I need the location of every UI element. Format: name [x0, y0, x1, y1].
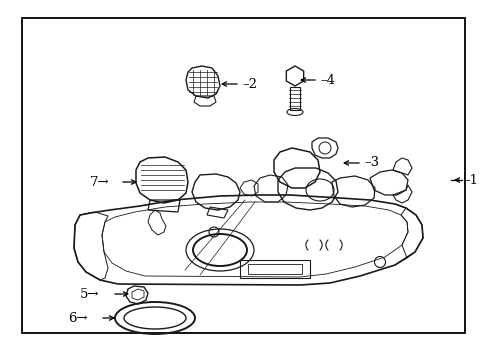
Text: 5→: 5→ — [80, 288, 99, 301]
Text: –3: –3 — [363, 157, 378, 170]
Text: –2: –2 — [242, 77, 257, 90]
Text: 6→: 6→ — [68, 311, 87, 324]
Text: –4: –4 — [319, 73, 334, 86]
Text: 7→: 7→ — [90, 175, 109, 189]
Text: –1: –1 — [462, 174, 477, 186]
Bar — [22, 18, 464, 333]
